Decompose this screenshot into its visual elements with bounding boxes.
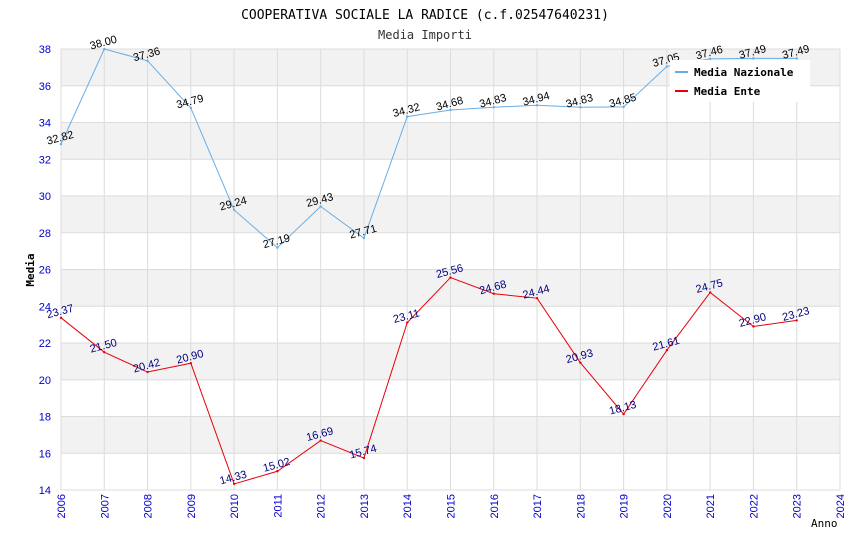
data-point xyxy=(449,276,452,279)
data-point xyxy=(362,456,366,460)
x-tick-label: 2024 xyxy=(835,494,847,518)
y-tick-label: 30 xyxy=(39,191,51,203)
x-tick-label: 2013 xyxy=(359,494,371,518)
x-tick-label: 2011 xyxy=(272,494,284,518)
data-point xyxy=(406,115,409,118)
x-tick-label: 2006 xyxy=(56,494,68,518)
data-point xyxy=(103,47,106,51)
data-point xyxy=(795,319,798,322)
data-point xyxy=(752,57,755,60)
data-point xyxy=(579,361,582,364)
legend-label-ente: Media Ente xyxy=(694,85,761,98)
data-point xyxy=(103,350,106,354)
legend-label-nazionale: Media Nazionale xyxy=(694,66,794,79)
data-point xyxy=(146,59,149,62)
series-line-1 xyxy=(60,277,797,485)
data-point xyxy=(59,316,63,320)
data-point xyxy=(232,482,236,486)
x-tick-label: 2021 xyxy=(705,494,717,518)
data-point xyxy=(362,236,366,240)
data-point xyxy=(492,106,495,109)
x-tick-label: 2012 xyxy=(316,494,328,518)
data-point xyxy=(406,321,409,324)
y-tick-label: 36 xyxy=(39,81,51,93)
y-tick-label: 20 xyxy=(39,375,51,387)
x-tick-label: 2019 xyxy=(619,494,631,518)
x-tick-label: 2017 xyxy=(532,494,544,518)
data-point xyxy=(579,106,582,109)
data-point xyxy=(665,65,669,68)
x-tick-label: 2007 xyxy=(99,494,111,518)
chart-subtitle: Media Importi xyxy=(378,28,472,42)
chart-title: COOPERATIVA SOCIALE LA RADICE (c.f.02547… xyxy=(241,8,609,23)
data-point xyxy=(59,142,63,146)
data-point xyxy=(232,208,236,212)
data-point xyxy=(319,205,322,208)
data-point xyxy=(708,57,712,61)
y-tick-label: 32 xyxy=(39,154,51,166)
x-tick-label: 2020 xyxy=(662,494,674,518)
y-tick-label: 34 xyxy=(39,118,51,130)
x-tick-label: 2023 xyxy=(792,494,804,518)
data-point xyxy=(189,362,193,365)
y-tick-label: 14 xyxy=(39,485,51,497)
data-point xyxy=(622,105,625,109)
y-tick-label: 24 xyxy=(39,301,51,313)
x-tick-label: 2014 xyxy=(402,494,414,518)
data-point xyxy=(752,325,755,328)
x-tick-label: 2010 xyxy=(229,494,241,518)
data-point xyxy=(189,106,193,110)
x-tick-label: 2008 xyxy=(143,494,155,518)
x-axis-label: Anno xyxy=(811,517,838,530)
data-point xyxy=(665,348,669,352)
data-point xyxy=(535,296,539,300)
y-tick-label: 18 xyxy=(39,412,51,424)
y-tick-label: 16 xyxy=(39,448,51,460)
y-tick-label: 38 xyxy=(39,44,51,56)
legend-box xyxy=(670,60,810,102)
y-tick-label: 22 xyxy=(39,338,51,350)
data-point xyxy=(449,108,452,112)
x-tick-label: 2016 xyxy=(489,494,501,518)
data-point xyxy=(319,439,322,442)
y-tick-label: 26 xyxy=(39,265,51,277)
legend: Media Nazionale Media Ente xyxy=(670,60,810,102)
y-tick-label: 28 xyxy=(39,228,51,240)
x-tick-label: 2009 xyxy=(186,494,198,518)
x-tick-label: 2015 xyxy=(446,494,458,518)
gridlines xyxy=(60,48,841,491)
data-point xyxy=(276,246,279,249)
x-tick-label: 2022 xyxy=(748,494,760,518)
data-point xyxy=(708,291,712,294)
data-point xyxy=(795,57,798,60)
data-point xyxy=(492,292,495,295)
data-point xyxy=(276,470,279,473)
y-axis-label: Media xyxy=(24,253,37,286)
x-tick-label: 2018 xyxy=(575,494,587,518)
data-point xyxy=(535,104,539,107)
data-point xyxy=(622,412,625,416)
data-point xyxy=(146,370,149,374)
